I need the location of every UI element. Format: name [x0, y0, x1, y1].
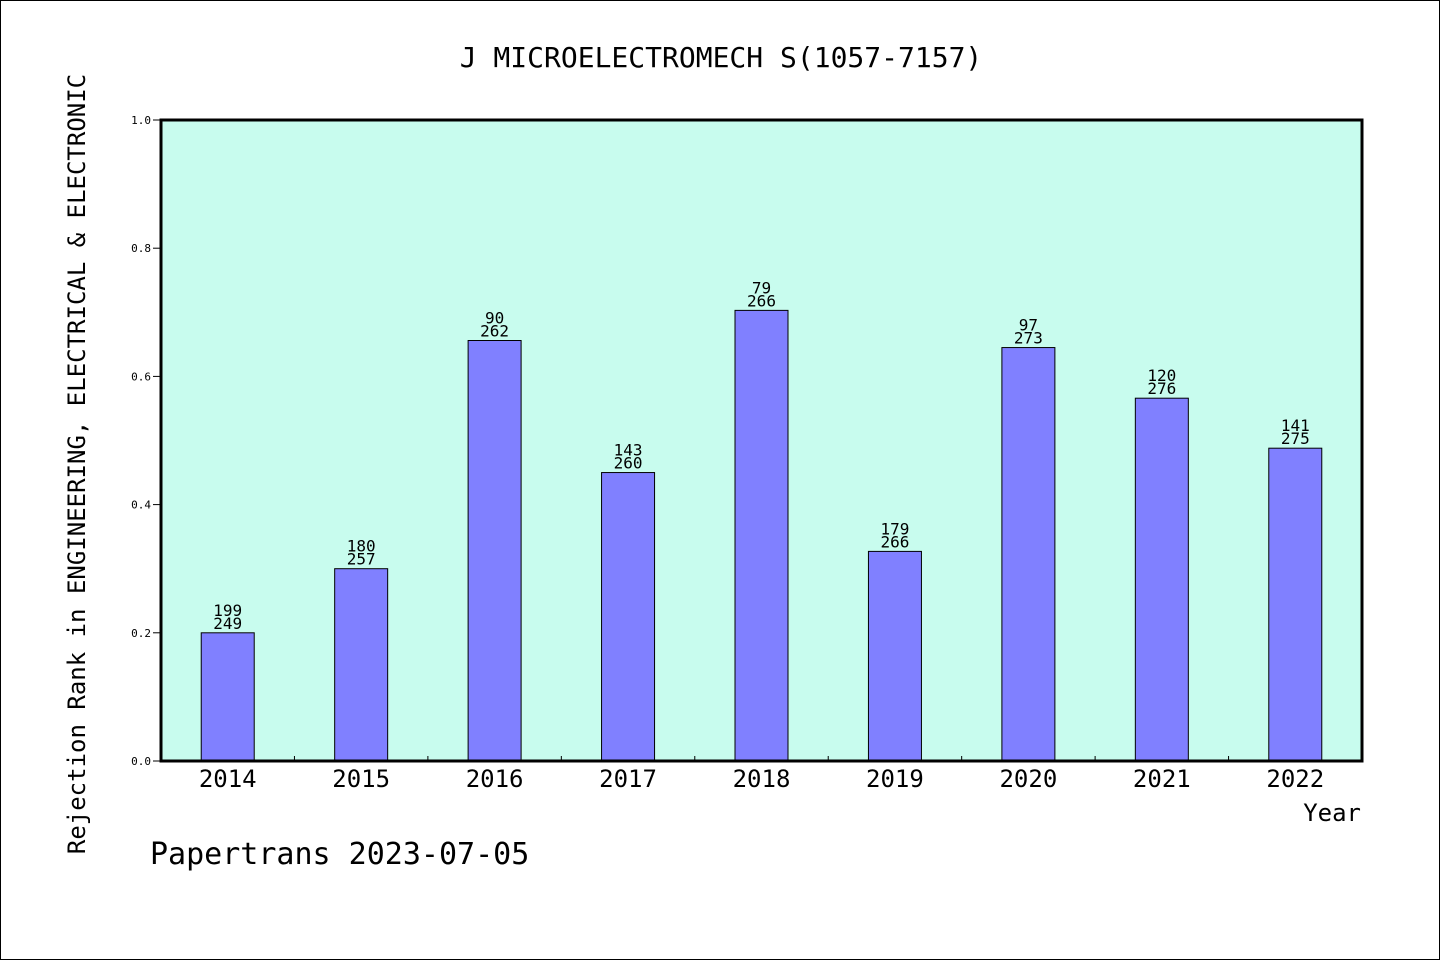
- x-tick-label-2022: 2022: [1266, 765, 1324, 793]
- bars-group: [200, 309, 1323, 762]
- bar-labels-group: 1992491802579026214326079266179266972731…: [213, 278, 1309, 632]
- bar-label-bottom-2021: 276: [1147, 379, 1176, 398]
- bar-label-top-2022: 141: [1281, 416, 1310, 435]
- y-tick-label-0.4: 0.4: [131, 499, 151, 512]
- y-tick-label-0.6: 0.6: [131, 370, 151, 383]
- bar-label-top-2020: 97: [1019, 316, 1038, 335]
- bar-label-bottom-2014: 249: [213, 614, 242, 633]
- x-axis-label: Year: [1303, 799, 1361, 827]
- bar-label-bottom-2015: 257: [347, 550, 376, 569]
- bar-label-bottom-2018: 266: [747, 291, 776, 310]
- y-tick-label-0.0: 0.0: [131, 755, 151, 768]
- bar-label-top-2014: 199: [213, 601, 242, 620]
- y-tick-label-1.0: 1.0: [131, 114, 151, 127]
- y-axis-label: Rejection Rank in ENGINEERING, ELECTRICA…: [63, 74, 91, 854]
- x-tick-label-2017: 2017: [599, 765, 657, 793]
- x-tick-label-2015: 2015: [332, 765, 390, 793]
- bar-label-top-2016: 90: [485, 309, 504, 328]
- bar-label-bottom-2019: 266: [880, 532, 909, 551]
- chart-title: J MICROELECTROMECH S(1057-7157): [460, 41, 983, 74]
- bar-2020: [1001, 347, 1056, 762]
- bar-label-bottom-2022: 275: [1281, 429, 1310, 448]
- footer-text: Papertrans 2023-07-05: [150, 837, 529, 872]
- bar-2014: [200, 632, 255, 762]
- bar-2017: [601, 472, 656, 762]
- x-tick-label-2018: 2018: [733, 765, 791, 793]
- bar-2018: [734, 309, 789, 762]
- plot-frame: [159, 118, 1364, 763]
- bar-label-top-2019: 179: [880, 519, 909, 538]
- x-tick-label-2020: 2020: [999, 765, 1057, 793]
- bar-label-top-2018: 79: [752, 278, 771, 297]
- x-tick-label-2016: 2016: [466, 765, 524, 793]
- bar-2015: [334, 568, 389, 762]
- x-axis-ticks: 2014 2015 2016 2017 2018 2019 2020 2021 2022: [199, 756, 1324, 793]
- x-tick-label-2019: 2019: [866, 765, 924, 793]
- bar-2022: [1268, 447, 1323, 762]
- y-tick-label-0.2: 0.2: [131, 627, 151, 640]
- x-tick-label-2021: 2021: [1133, 765, 1191, 793]
- bar-label-bottom-2020: 273: [1014, 329, 1043, 348]
- bar-2019: [867, 550, 922, 762]
- bar-2016: [467, 340, 522, 762]
- y-axis-ticks: 0.0 0.2 0.4 0.6 0.8 1.0: [131, 114, 161, 768]
- bar-label-top-2021: 120: [1147, 366, 1176, 385]
- bar-label-bottom-2017: 260: [614, 454, 643, 473]
- x-tick-label-2014: 2014: [199, 765, 257, 793]
- bar-2021: [1134, 397, 1189, 762]
- bar-label-top-2017: 143: [614, 441, 643, 460]
- bar-label-bottom-2016: 262: [480, 322, 509, 341]
- y-tick-label-0.8: 0.8: [131, 242, 151, 255]
- bar-label-top-2015: 180: [347, 537, 376, 556]
